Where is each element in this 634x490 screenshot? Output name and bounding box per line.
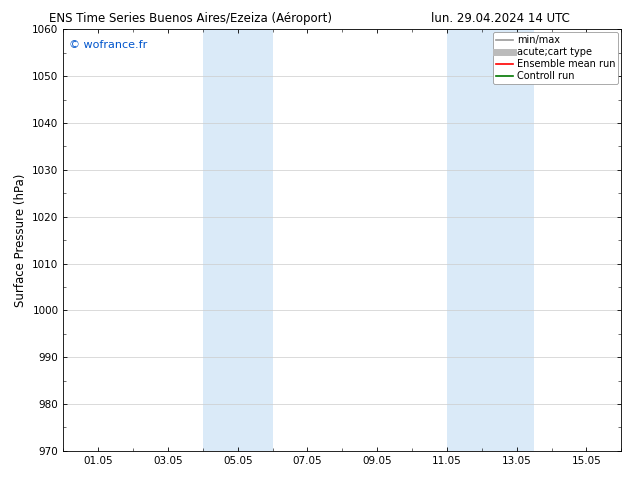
Y-axis label: Surface Pressure (hPa): Surface Pressure (hPa) xyxy=(14,173,27,307)
Text: lun. 29.04.2024 14 UTC: lun. 29.04.2024 14 UTC xyxy=(431,12,571,25)
Bar xyxy=(447,29,534,451)
Text: © wofrance.fr: © wofrance.fr xyxy=(69,40,147,50)
Bar xyxy=(203,29,273,451)
Legend: min/max, acute;cart type, Ensemble mean run, Controll run: min/max, acute;cart type, Ensemble mean … xyxy=(493,32,618,84)
Text: ENS Time Series Buenos Aires/Ezeiza (Aéroport): ENS Time Series Buenos Aires/Ezeiza (Aér… xyxy=(49,12,332,25)
